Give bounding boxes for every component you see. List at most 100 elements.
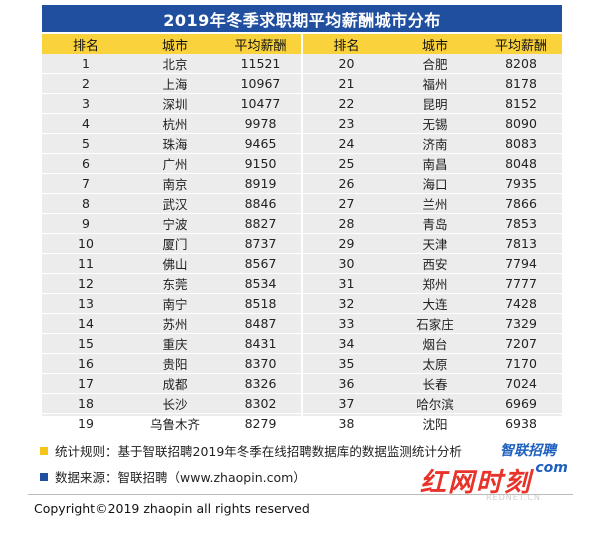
column-header: 城市: [390, 34, 480, 54]
rednet-logo: 红网时刻: [420, 468, 533, 498]
table-cell: 长春: [390, 373, 480, 394]
yellow-square-icon: [40, 446, 48, 455]
table-cell: 13: [42, 293, 130, 314]
table-cell: 8827: [220, 213, 302, 234]
table-cell: 西安: [390, 253, 480, 274]
table-cell: 合肥: [390, 54, 480, 74]
salary-table: 排名 城市 平均薪酬 排名 城市 平均薪酬 1 北京 11521 20 合肥 8208 2 上海 1096…: [42, 34, 562, 434]
table-row: 3 深圳 10477 22 昆明 8152: [42, 93, 562, 114]
table-cell: 6938: [480, 413, 562, 434]
table-cell: 8919: [220, 173, 302, 194]
table-cell: 10967: [220, 73, 302, 94]
table-cell: 福州: [390, 73, 480, 94]
table-cell: 贵阳: [130, 353, 220, 374]
table-cell: 厦门: [130, 233, 220, 254]
table-cell: 8370: [220, 353, 302, 374]
table-cell: 长沙: [130, 393, 220, 414]
table-cell: 34: [301, 333, 390, 354]
table-cell: 29: [301, 233, 390, 254]
table-cell: 10: [42, 233, 130, 254]
table-cell: 7866: [480, 193, 562, 214]
footer-divider: [28, 494, 573, 495]
salary-table-container: 排名 城市 平均薪酬 排名 城市 平均薪酬 1 北京 11521 20 合肥 8208 2 上海 1096…: [42, 34, 562, 434]
table-cell: 8487: [220, 313, 302, 334]
table-cell: 9150: [220, 153, 302, 174]
column-header: 平均薪酬: [480, 34, 562, 54]
table-cell: 济南: [390, 133, 480, 154]
table-cell: 5: [42, 133, 130, 154]
table-row: 9 宁波 8827 28 青岛 7853: [42, 213, 562, 234]
table-cell: 14: [42, 313, 130, 334]
table-cell: 33: [301, 313, 390, 334]
zhaopin-logo-suffix: .com: [530, 460, 568, 476]
table-cell: 36: [301, 373, 390, 394]
table-row: 1 北京 11521 20 合肥 8208: [42, 54, 562, 74]
column-header: 城市: [130, 34, 220, 54]
table-cell: 32: [301, 293, 390, 314]
table-cell: 19: [42, 413, 130, 434]
table-cell: 11: [42, 253, 130, 274]
table-cell: 武汉: [130, 193, 220, 214]
table-cell: 37: [301, 393, 390, 414]
table-cell: 南昌: [390, 153, 480, 174]
table-cell: 8431: [220, 333, 302, 354]
table-cell: 21: [301, 73, 390, 94]
table-cell: 30: [301, 253, 390, 274]
table-cell: 苏州: [130, 313, 220, 334]
table-cell: 无锡: [390, 113, 480, 134]
table-row: 12 东莞 8534 31 郑州 7777: [42, 273, 562, 294]
table-cell: 珠海: [130, 133, 220, 154]
table-cell: 7853: [480, 213, 562, 234]
table-body: 1 北京 11521 20 合肥 8208 2 上海 10967 21 福州 8178 3 深圳 10477…: [42, 54, 562, 434]
table-cell: 重庆: [130, 333, 220, 354]
table-cell: 11521: [220, 54, 302, 74]
table-cell: 深圳: [130, 93, 220, 114]
table-cell: 4: [42, 113, 130, 134]
table-cell: 7207: [480, 333, 562, 354]
table-cell: 1: [42, 54, 130, 74]
table-row: 10 厦门 8737 29 天津 7813: [42, 233, 562, 254]
table-cell: 27: [301, 193, 390, 214]
table-cell: 7329: [480, 313, 562, 334]
table-cell: 8178: [480, 73, 562, 94]
table-cell: 22: [301, 93, 390, 114]
table-row: 18 长沙 8302 37 哈尔滨 6969: [42, 393, 562, 414]
column-header: 平均薪酬: [220, 34, 302, 54]
table-cell: 7813: [480, 233, 562, 254]
table-cell: 太原: [390, 353, 480, 374]
table-row: 7 南京 8919 26 海口 7935: [42, 173, 562, 194]
table-cell: 北京: [130, 54, 220, 74]
table-cell: 10477: [220, 93, 302, 114]
table-cell: 7935: [480, 173, 562, 194]
table-cell: 2: [42, 73, 130, 94]
table-row: 4 杭州 9978 23 无锡 8090: [42, 113, 562, 134]
table-cell: 上海: [130, 73, 220, 94]
table-cell: 7: [42, 173, 130, 194]
table-cell: 3: [42, 93, 130, 114]
table-cell: 6969: [480, 393, 562, 414]
zhaopin-logo: 智联招聘 .com: [500, 440, 568, 476]
rednet-logo-sub: REDNET.CN: [486, 493, 541, 502]
table-cell: 9978: [220, 113, 302, 134]
table-cell: 6: [42, 153, 130, 174]
table-cell: 20: [301, 54, 390, 74]
table-cell: 8846: [220, 193, 302, 214]
table-cell: 郑州: [390, 273, 480, 294]
table-cell: 8302: [220, 393, 302, 414]
table-cell: 28: [301, 213, 390, 234]
table-cell: 8: [42, 193, 130, 214]
table-row: 15 重庆 8431 34 烟台 7207: [42, 333, 562, 354]
table-cell: 12: [42, 273, 130, 294]
table-cell: 南宁: [130, 293, 220, 314]
column-header: 排名: [42, 34, 130, 54]
table-cell: 8279: [220, 413, 302, 434]
table-cell: 8152: [480, 93, 562, 114]
table-cell: 8534: [220, 273, 302, 294]
note-source: 数据来源：智联招聘（www.zhaopin.com）: [40, 467, 306, 486]
table-cell: 38: [301, 413, 390, 434]
table-cell: 35: [301, 353, 390, 374]
table-cell: 8090: [480, 113, 562, 134]
note-source-text: 数据来源：智联招聘（www.zhaopin.com）: [55, 470, 306, 485]
table-row: 11 佛山 8567 30 西安 7794: [42, 253, 562, 274]
table-header-row: 排名 城市 平均薪酬 排名 城市 平均薪酬: [42, 34, 562, 54]
